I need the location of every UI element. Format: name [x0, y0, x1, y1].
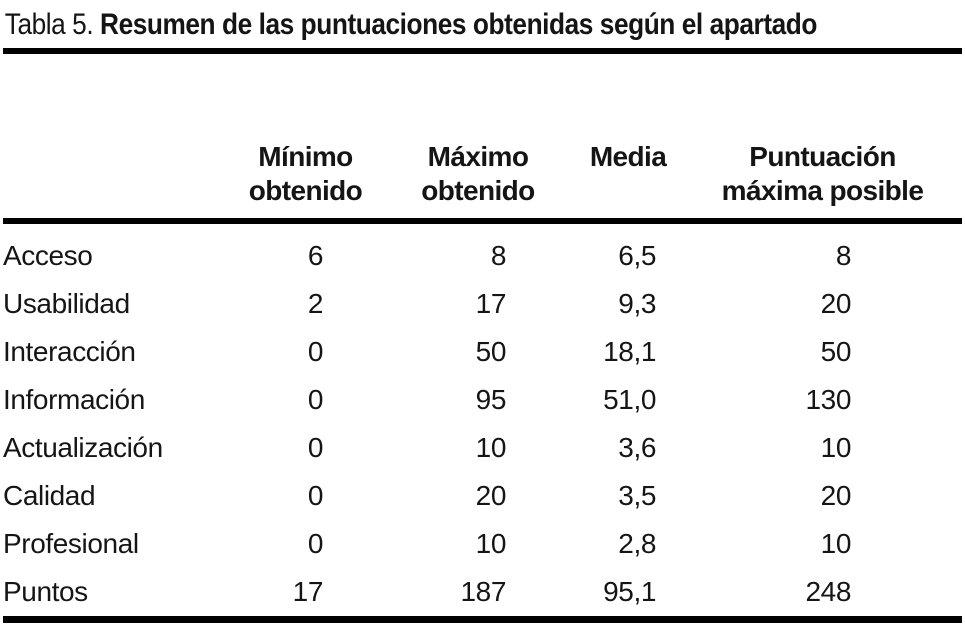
cell-media: 3,5 [618, 480, 656, 511]
row-label: Interacción [3, 336, 136, 367]
cell-media: 18,1 [603, 336, 656, 367]
header-row: Mínimo obtenido Máximo obtenido Media Pu… [3, 51, 962, 224]
document-page: Tabla 5. Resumen de las puntuaciones obt… [3, 0, 962, 623]
row-label: Puntos [3, 576, 88, 607]
cell-maximo: 50 [475, 336, 507, 367]
cell-media: 3,6 [618, 432, 656, 463]
row-label: Información [3, 384, 145, 415]
cell-puntuacion-maxima: 10 [820, 528, 852, 559]
cell-media: 9,3 [618, 288, 656, 319]
column-header-minimo-obtenido: Mínimo obtenido [228, 51, 383, 224]
table-row-usabilidad: Usabilidad 2 17 9,3 20 [3, 280, 962, 328]
cell-minimo: 0 [307, 528, 324, 559]
cell-maximo: 20 [475, 480, 507, 511]
column-header-puntuacion-maxima: Puntuación máxima posible [683, 51, 962, 224]
cell-minimo: 0 [307, 336, 324, 367]
row-label: Actualización [3, 432, 163, 463]
cell-puntuacion-maxima: 248 [805, 576, 851, 607]
table-caption: Tabla 5. Resumen de las puntuaciones obt… [3, 0, 842, 48]
cell-puntuacion-maxima: 20 [820, 288, 852, 319]
table-row-calidad: Calidad 0 20 3,5 20 [3, 472, 962, 520]
cell-maximo: 10 [475, 528, 507, 559]
cell-media: 95,1 [603, 576, 656, 607]
cell-media: 2,8 [618, 528, 656, 559]
cell-media: 51,0 [603, 384, 656, 415]
table-caption-number: Tabla 5. [4, 8, 101, 41]
cell-puntuacion-maxima: 8 [835, 240, 852, 271]
cell-puntuacion-maxima: 10 [820, 432, 852, 463]
table-row-acceso: Acceso 6 8 6,5 8 [3, 221, 962, 280]
cell-minimo: 0 [307, 480, 324, 511]
row-label: Profesional [3, 528, 139, 559]
table-row-profesional: Profesional 0 10 2,8 10 [3, 520, 962, 568]
row-label: Usabilidad [3, 288, 130, 319]
cell-puntuacion-maxima: 20 [820, 480, 852, 511]
cell-puntuacion-maxima: 130 [805, 384, 851, 415]
table-row-interaccion: Interacción 0 50 18,1 50 [3, 328, 962, 376]
scores-table: Mínimo obtenido Máximo obtenido Media Pu… [3, 48, 962, 623]
cell-minimo: 2 [307, 288, 324, 319]
cell-puntuacion-maxima: 50 [820, 336, 852, 367]
cell-maximo: 10 [475, 432, 507, 463]
row-label: Calidad [3, 480, 96, 511]
cell-minimo: 6 [307, 240, 324, 271]
row-label: Acceso [3, 240, 93, 271]
cell-minimo: 0 [307, 432, 324, 463]
table-row-actualizacion: Actualización 0 10 3,6 10 [3, 424, 962, 472]
table-caption-text: Resumen de las puntuaciones obtenidas se… [100, 8, 817, 41]
cell-maximo: 95 [475, 384, 507, 415]
stub-header-cell [3, 51, 228, 224]
cell-minimo: 0 [307, 384, 324, 415]
cell-maximo: 8 [490, 240, 507, 271]
column-header-maximo-obtenido: Máximo obtenido [383, 51, 573, 224]
table-row-informacion: Información 0 95 51,0 130 [3, 376, 962, 424]
cell-maximo: 187 [460, 576, 506, 607]
cell-minimo: 17 [292, 576, 324, 607]
table-row-puntos: Puntos 17 187 95,1 248 [3, 568, 962, 620]
cell-maximo: 17 [475, 288, 507, 319]
cell-media: 6,5 [618, 240, 656, 271]
column-header-media: Media [573, 51, 683, 224]
